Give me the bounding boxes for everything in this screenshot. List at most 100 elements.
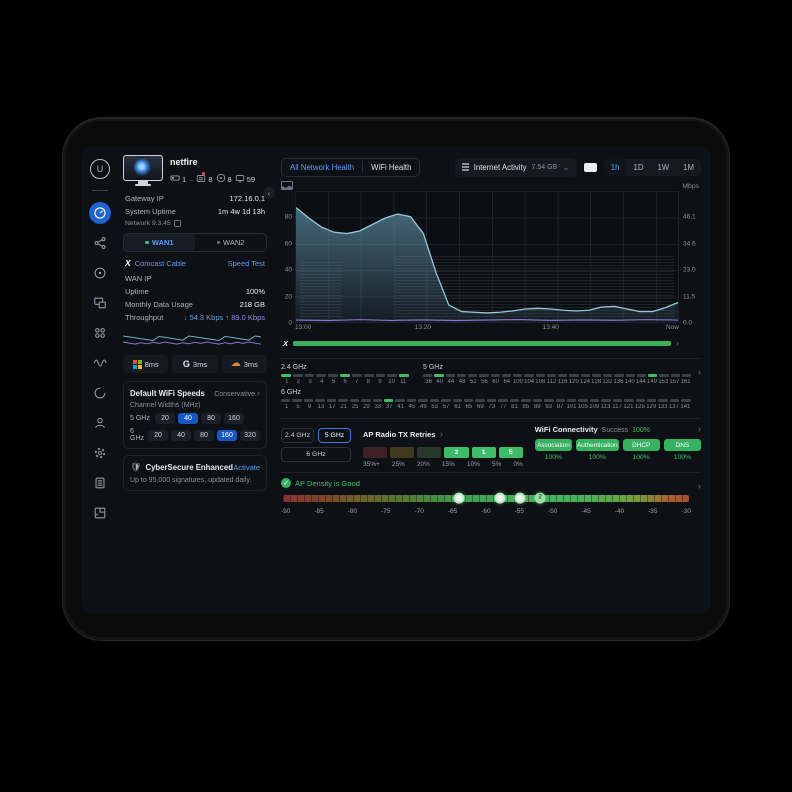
speed-test-link[interactable]: Speed Test: [227, 258, 265, 268]
chevron-right-icon[interactable]: ›: [439, 429, 443, 439]
channel-segment-109[interactable]: [589, 399, 600, 402]
sidebar-item-dashboard[interactable]: [89, 202, 111, 224]
area-chart-icon[interactable]: [281, 181, 293, 190]
sidebar-item-clients[interactable]: [89, 322, 111, 344]
stage-association[interactable]: Association 100%: [534, 439, 573, 461]
channel-segment-2[interactable]: [292, 374, 303, 377]
band-button-6ghz[interactable]: 6 GHz: [281, 447, 351, 462]
sidebar-item-topology[interactable]: [89, 232, 111, 254]
tx-retries-bin[interactable]: [390, 447, 415, 458]
chevron-right-icon[interactable]: ›: [698, 481, 701, 491]
channel-segment-57[interactable]: [441, 399, 451, 402]
channel-segment-61[interactable]: [452, 399, 462, 402]
channel-segment-108[interactable]: [535, 374, 545, 377]
band-button-24ghz[interactable]: 2.4 GHz: [281, 428, 314, 443]
device-count[interactable]: 8: [196, 171, 213, 185]
channel-segment-33[interactable]: [372, 399, 382, 402]
channel-segment-21[interactable]: [338, 399, 348, 402]
channel-segment-5[interactable]: [292, 399, 302, 402]
range-1m[interactable]: 1M: [683, 162, 694, 172]
channel-segment-116[interactable]: [558, 374, 568, 377]
release-notes-icon[interactable]: [173, 220, 181, 227]
range-1d[interactable]: 1D: [633, 162, 644, 172]
channel-segment-136[interactable]: [614, 374, 624, 377]
tx-retries-bin[interactable]: [363, 447, 388, 458]
channel-segment-53[interactable]: [429, 399, 440, 402]
channel-segment-29[interactable]: [361, 399, 371, 402]
channel-segment-100[interactable]: [513, 374, 523, 377]
wan-tab-wan1[interactable]: WAN1: [124, 234, 195, 251]
channel-segment-7[interactable]: [351, 374, 362, 377]
channel-segment-25[interactable]: [349, 399, 360, 402]
sidebar-item-system-log[interactable]: [89, 472, 111, 494]
device-count[interactable]: 8: [216, 173, 232, 185]
channel-segment-137[interactable]: [669, 399, 680, 402]
channel-segment-37[interactable]: [383, 399, 394, 402]
range-1h[interactable]: 1h: [603, 158, 627, 176]
channel-segment-9[interactable]: [303, 399, 314, 402]
ap-marker[interactable]: [494, 492, 506, 504]
channel-segment-149[interactable]: [648, 374, 658, 377]
channel-segment-45[interactable]: [406, 399, 417, 402]
device-count[interactable]: 1: [170, 174, 186, 184]
camera-icon[interactable]: [583, 162, 597, 172]
range-1w[interactable]: 1W: [657, 162, 670, 172]
channel-segment-60[interactable]: [490, 374, 500, 377]
channel-segment-132[interactable]: [603, 374, 613, 377]
channel-segment-36[interactable]: [423, 374, 433, 377]
channel-segment-133[interactable]: [658, 399, 668, 402]
channel-segment-1[interactable]: [281, 374, 291, 377]
channel-segment-6[interactable]: [340, 374, 350, 377]
chevron-right-icon[interactable]: ›: [698, 424, 701, 434]
channel-segment-81[interactable]: [509, 399, 520, 402]
channel-segment-52[interactable]: [468, 374, 478, 377]
channel-segment-3[interactable]: [304, 374, 315, 377]
ap-density-slider[interactable]: 2: [283, 492, 689, 504]
latency-chip-aws[interactable]: ☁ 3ms: [221, 355, 267, 373]
channel-segment-44[interactable]: [445, 374, 455, 377]
sidebar-item-floorplan[interactable]: [89, 502, 111, 524]
channel-segment-141[interactable]: [681, 399, 691, 402]
channel-segment-89[interactable]: [532, 399, 543, 402]
channel-segment-153[interactable]: [659, 374, 669, 377]
channel-segment-10[interactable]: [387, 374, 398, 377]
chevron-right-icon[interactable]: ›: [698, 367, 701, 377]
stage-dhcp[interactable]: DHCP 100%: [622, 439, 660, 461]
sidebar-item-security[interactable]: [89, 382, 111, 404]
tx-retries-bin[interactable]: 1: [471, 447, 496, 458]
channel-segment-17[interactable]: [326, 399, 337, 402]
channel-segment-5[interactable]: [328, 374, 339, 377]
tx-retries-bin[interactable]: 5: [498, 447, 523, 458]
wifi-speeds-mode[interactable]: Conservative ›: [214, 388, 260, 398]
width-option-160[interactable]: 160: [224, 413, 244, 424]
latency-chip-microsoft[interactable]: 8ms: [123, 355, 169, 373]
channel-segment-129[interactable]: [647, 399, 657, 402]
channel-segment-93[interactable]: [544, 399, 554, 402]
channel-segment-49[interactable]: [418, 399, 428, 402]
channel-segment-97[interactable]: [555, 399, 565, 402]
stage-dns[interactable]: DNS 100%: [663, 439, 702, 461]
channel-segment-125[interactable]: [635, 399, 645, 402]
channel-segment-104[interactable]: [524, 374, 534, 377]
tab-wifi-health[interactable]: WiFi Health: [371, 162, 412, 172]
tab-all-network-health[interactable]: All Network Health: [290, 162, 355, 172]
width-option-20[interactable]: 20: [155, 413, 175, 424]
channel-segment-40[interactable]: [434, 374, 444, 377]
channel-segment-105[interactable]: [578, 399, 588, 402]
channel-segment-161[interactable]: [681, 374, 691, 377]
stage-authentication[interactable]: Authentication 100%: [576, 439, 619, 461]
width-option-40[interactable]: 40: [178, 413, 198, 424]
channel-segment-73[interactable]: [486, 399, 497, 402]
sidebar-item-insights[interactable]: [89, 352, 111, 374]
channel-segment-69[interactable]: [475, 399, 485, 402]
sidebar-item-admins[interactable]: [89, 412, 111, 434]
channel-segment-56[interactable]: [479, 374, 489, 377]
width-option-80[interactable]: 80: [201, 413, 221, 424]
channel-segment-117[interactable]: [612, 399, 623, 402]
channel-segment-11[interactable]: [399, 374, 409, 377]
channel-segment-113[interactable]: [601, 399, 611, 402]
ap-marker[interactable]: [453, 492, 465, 504]
channel-segment-121[interactable]: [624, 399, 634, 402]
channel-segment-144[interactable]: [636, 374, 646, 377]
activate-link[interactable]: Activate: [233, 463, 260, 472]
